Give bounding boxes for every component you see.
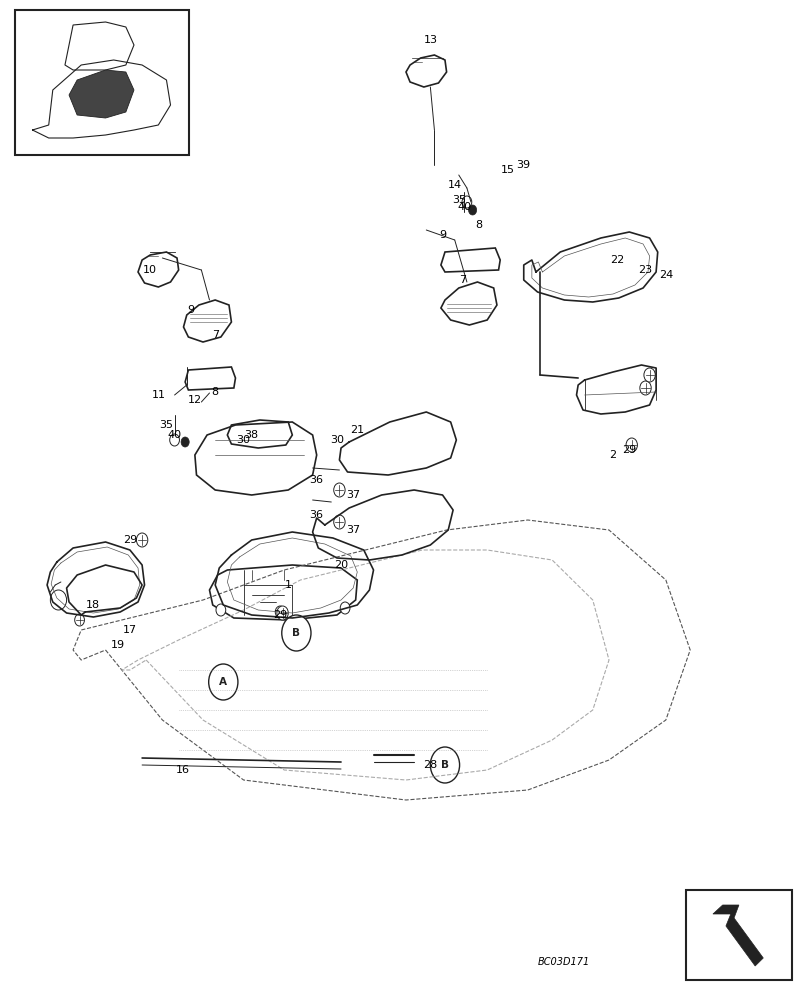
Text: 37: 37 (345, 490, 360, 500)
FancyBboxPatch shape (685, 890, 791, 980)
Text: 9: 9 (439, 230, 445, 240)
Text: 35: 35 (159, 420, 174, 430)
Text: 36: 36 (309, 475, 324, 485)
Text: 16: 16 (175, 765, 190, 775)
Text: B: B (440, 760, 448, 770)
Circle shape (181, 437, 189, 447)
Polygon shape (69, 70, 134, 118)
Text: A: A (219, 677, 227, 687)
Circle shape (208, 664, 238, 700)
Text: 2: 2 (609, 450, 616, 460)
Circle shape (169, 434, 179, 446)
Text: 29: 29 (621, 445, 636, 455)
Text: 40: 40 (167, 430, 182, 440)
Text: 20: 20 (333, 560, 348, 570)
Circle shape (277, 606, 288, 620)
Text: 36: 36 (309, 510, 324, 520)
Text: 14: 14 (447, 180, 461, 190)
Text: 40: 40 (457, 202, 471, 212)
Circle shape (281, 615, 311, 651)
Polygon shape (183, 300, 231, 342)
Text: 30: 30 (236, 435, 251, 445)
Text: 38: 38 (244, 430, 259, 440)
Text: 35: 35 (451, 195, 466, 205)
Text: 24: 24 (658, 270, 672, 280)
Text: 12: 12 (187, 395, 202, 405)
Text: 22: 22 (609, 255, 624, 265)
Circle shape (625, 438, 637, 452)
Text: 30: 30 (329, 435, 344, 445)
Circle shape (461, 196, 471, 208)
Circle shape (50, 590, 67, 610)
Text: 7: 7 (212, 330, 218, 340)
Text: 1: 1 (285, 580, 291, 590)
Text: 29: 29 (122, 535, 137, 545)
Text: 19: 19 (110, 640, 125, 650)
Polygon shape (440, 248, 500, 272)
Text: 18: 18 (86, 600, 101, 610)
Text: 15: 15 (500, 165, 514, 175)
Text: 29: 29 (272, 610, 287, 620)
Text: 9: 9 (187, 305, 194, 315)
Circle shape (75, 614, 84, 626)
Text: 8: 8 (212, 387, 218, 397)
Text: 28: 28 (423, 760, 437, 770)
Text: 11: 11 (151, 390, 165, 400)
Circle shape (468, 205, 476, 215)
Text: 7: 7 (459, 275, 466, 285)
Circle shape (275, 606, 285, 618)
Text: 10: 10 (143, 265, 157, 275)
Text: 8: 8 (475, 220, 482, 230)
Polygon shape (712, 905, 762, 966)
Circle shape (643, 368, 654, 382)
Text: 39: 39 (516, 160, 530, 170)
Polygon shape (406, 55, 446, 87)
Text: BC03D171: BC03D171 (538, 957, 590, 967)
Polygon shape (209, 565, 357, 620)
Text: 13: 13 (423, 35, 437, 45)
Circle shape (430, 747, 459, 783)
Text: 21: 21 (350, 425, 364, 435)
FancyBboxPatch shape (15, 10, 189, 155)
Polygon shape (227, 420, 292, 448)
Text: 23: 23 (637, 265, 652, 275)
Circle shape (333, 483, 345, 497)
Polygon shape (185, 367, 235, 390)
Circle shape (216, 604, 225, 616)
Circle shape (333, 515, 345, 529)
Circle shape (639, 381, 650, 395)
Circle shape (136, 533, 148, 547)
Text: B: B (292, 628, 300, 638)
Polygon shape (440, 282, 496, 325)
Text: 17: 17 (122, 625, 137, 635)
Circle shape (340, 602, 350, 614)
Polygon shape (138, 252, 178, 287)
Text: 37: 37 (345, 525, 360, 535)
